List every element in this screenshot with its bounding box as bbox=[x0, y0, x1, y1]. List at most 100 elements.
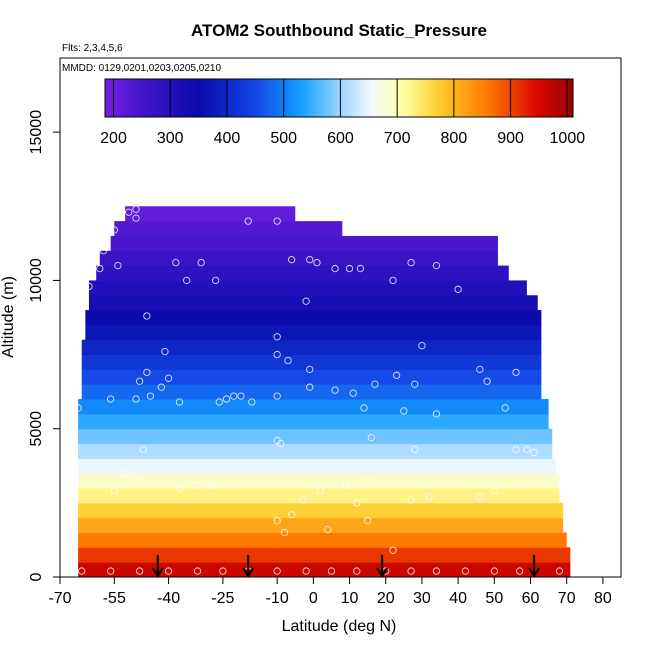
heatmap-bin bbox=[85, 324, 542, 341]
x-axis-label: Latitude (deg N) bbox=[282, 618, 397, 635]
observation-point bbox=[273, 517, 281, 525]
x-tick-label: -55 bbox=[103, 590, 126, 607]
plot-frame bbox=[59, 57, 622, 578]
heatmap-bin bbox=[78, 488, 560, 504]
observation-point bbox=[454, 285, 462, 293]
observation-point bbox=[461, 567, 470, 575]
observation-point bbox=[222, 395, 231, 403]
x-axis: -70 -55 -40 -25 -10 0 10 20 30 40 50 60 70 80 bbox=[48, 577, 612, 607]
observation-point bbox=[349, 389, 357, 397]
observation-point bbox=[74, 404, 82, 412]
heatmap-bin bbox=[81, 369, 542, 385]
heatmap-bin bbox=[81, 354, 542, 370]
x-tick-label: 10 bbox=[341, 590, 359, 607]
heatmap-bin bbox=[88, 280, 527, 296]
y-axis-label: Altitude (m) bbox=[0, 276, 17, 358]
observation-point bbox=[219, 567, 227, 575]
heatmap-bins bbox=[78, 206, 571, 578]
chart-title: ATOM2 Southbound Static_Pressure bbox=[191, 21, 487, 40]
observation-point bbox=[512, 445, 520, 454]
observation-point bbox=[411, 380, 419, 388]
observation-point bbox=[273, 392, 281, 400]
x-tick-label: 0 bbox=[309, 590, 318, 607]
heatmap-bin bbox=[96, 265, 509, 281]
observation-point bbox=[360, 404, 368, 412]
heatmap-bin bbox=[78, 562, 571, 578]
heatmap-bin bbox=[85, 310, 542, 326]
observation-point bbox=[146, 392, 155, 400]
x-tick-label: -10 bbox=[266, 590, 289, 607]
observation-point bbox=[345, 264, 354, 273]
observation-point bbox=[161, 347, 169, 356]
observation-point bbox=[96, 264, 104, 273]
observation-point bbox=[164, 567, 173, 575]
observation-point bbox=[353, 499, 361, 507]
heatmap-bin bbox=[114, 221, 343, 237]
observation-point bbox=[284, 356, 292, 365]
observation-point bbox=[411, 445, 419, 454]
x-tick-label: 80 bbox=[594, 590, 612, 607]
colorbar-tick-label: 500 bbox=[270, 130, 297, 147]
heatmap-bin bbox=[78, 458, 556, 474]
observation-point bbox=[143, 312, 151, 320]
heatmap-bin bbox=[125, 206, 296, 222]
observation-point bbox=[132, 214, 140, 222]
heatmap-bin bbox=[78, 547, 571, 563]
observation-point bbox=[121, 469, 129, 477]
observation-point bbox=[135, 567, 144, 575]
observation-point bbox=[193, 481, 202, 489]
colorbar-tick-label: 400 bbox=[214, 130, 241, 147]
observation-point bbox=[476, 493, 484, 501]
observation-point bbox=[157, 383, 165, 391]
observation-point bbox=[208, 481, 216, 489]
observation-point bbox=[132, 205, 140, 213]
x-tick-label: 40 bbox=[449, 590, 467, 607]
observation-point bbox=[172, 258, 180, 267]
x-tick-label: 60 bbox=[522, 590, 540, 607]
observation-point bbox=[389, 546, 397, 554]
observation-point bbox=[353, 567, 361, 575]
observation-point bbox=[273, 333, 281, 341]
flight-arrows bbox=[151, 555, 540, 578]
observation-point bbox=[407, 496, 415, 504]
observation-point bbox=[175, 398, 184, 406]
observation-point bbox=[432, 567, 441, 575]
observation-point bbox=[143, 368, 151, 377]
observation-point bbox=[287, 256, 296, 264]
heatmap-bin bbox=[78, 413, 549, 430]
observation-point bbox=[490, 567, 498, 575]
observation-point bbox=[389, 276, 397, 285]
dates-label: MMDD: 0129,0201,0203,0205,0210 bbox=[62, 63, 221, 74]
observation-point bbox=[331, 386, 339, 394]
colorbar-tick-label: 1000 bbox=[550, 130, 586, 147]
observation-point bbox=[432, 261, 441, 270]
observation-point bbox=[306, 383, 314, 391]
observation-point bbox=[306, 256, 314, 264]
colorbar-tick-label: 300 bbox=[157, 130, 184, 147]
x-tick-label: 50 bbox=[485, 590, 503, 607]
observation-point bbox=[237, 392, 245, 400]
observation-point bbox=[107, 395, 115, 403]
heatmap-bin bbox=[81, 339, 542, 356]
observation-point bbox=[476, 365, 484, 374]
observation-point bbox=[193, 567, 202, 575]
y-tick-label: 10000 bbox=[28, 258, 45, 303]
observation-point bbox=[555, 567, 564, 575]
observation-point bbox=[85, 282, 93, 291]
colorbar-tick-label: 600 bbox=[327, 130, 354, 147]
heatmap-bin bbox=[78, 399, 549, 415]
y-axis: 0 5000 10000 15000 bbox=[28, 110, 60, 581]
observation-point bbox=[135, 377, 144, 385]
observation-point bbox=[523, 445, 531, 454]
observation-point bbox=[273, 567, 281, 575]
observation-point bbox=[418, 342, 426, 350]
observation-point bbox=[139, 445, 147, 454]
observation-point bbox=[110, 487, 118, 495]
observation-point bbox=[114, 261, 122, 270]
heatmap-bin bbox=[110, 235, 498, 252]
observation-point bbox=[392, 371, 401, 379]
observation-point bbox=[363, 478, 372, 486]
colorbar-ticks: 200 300 400 500 600 700 800 900 1000 bbox=[100, 79, 585, 147]
observation-point bbox=[432, 410, 441, 418]
observation-point bbox=[273, 217, 281, 225]
